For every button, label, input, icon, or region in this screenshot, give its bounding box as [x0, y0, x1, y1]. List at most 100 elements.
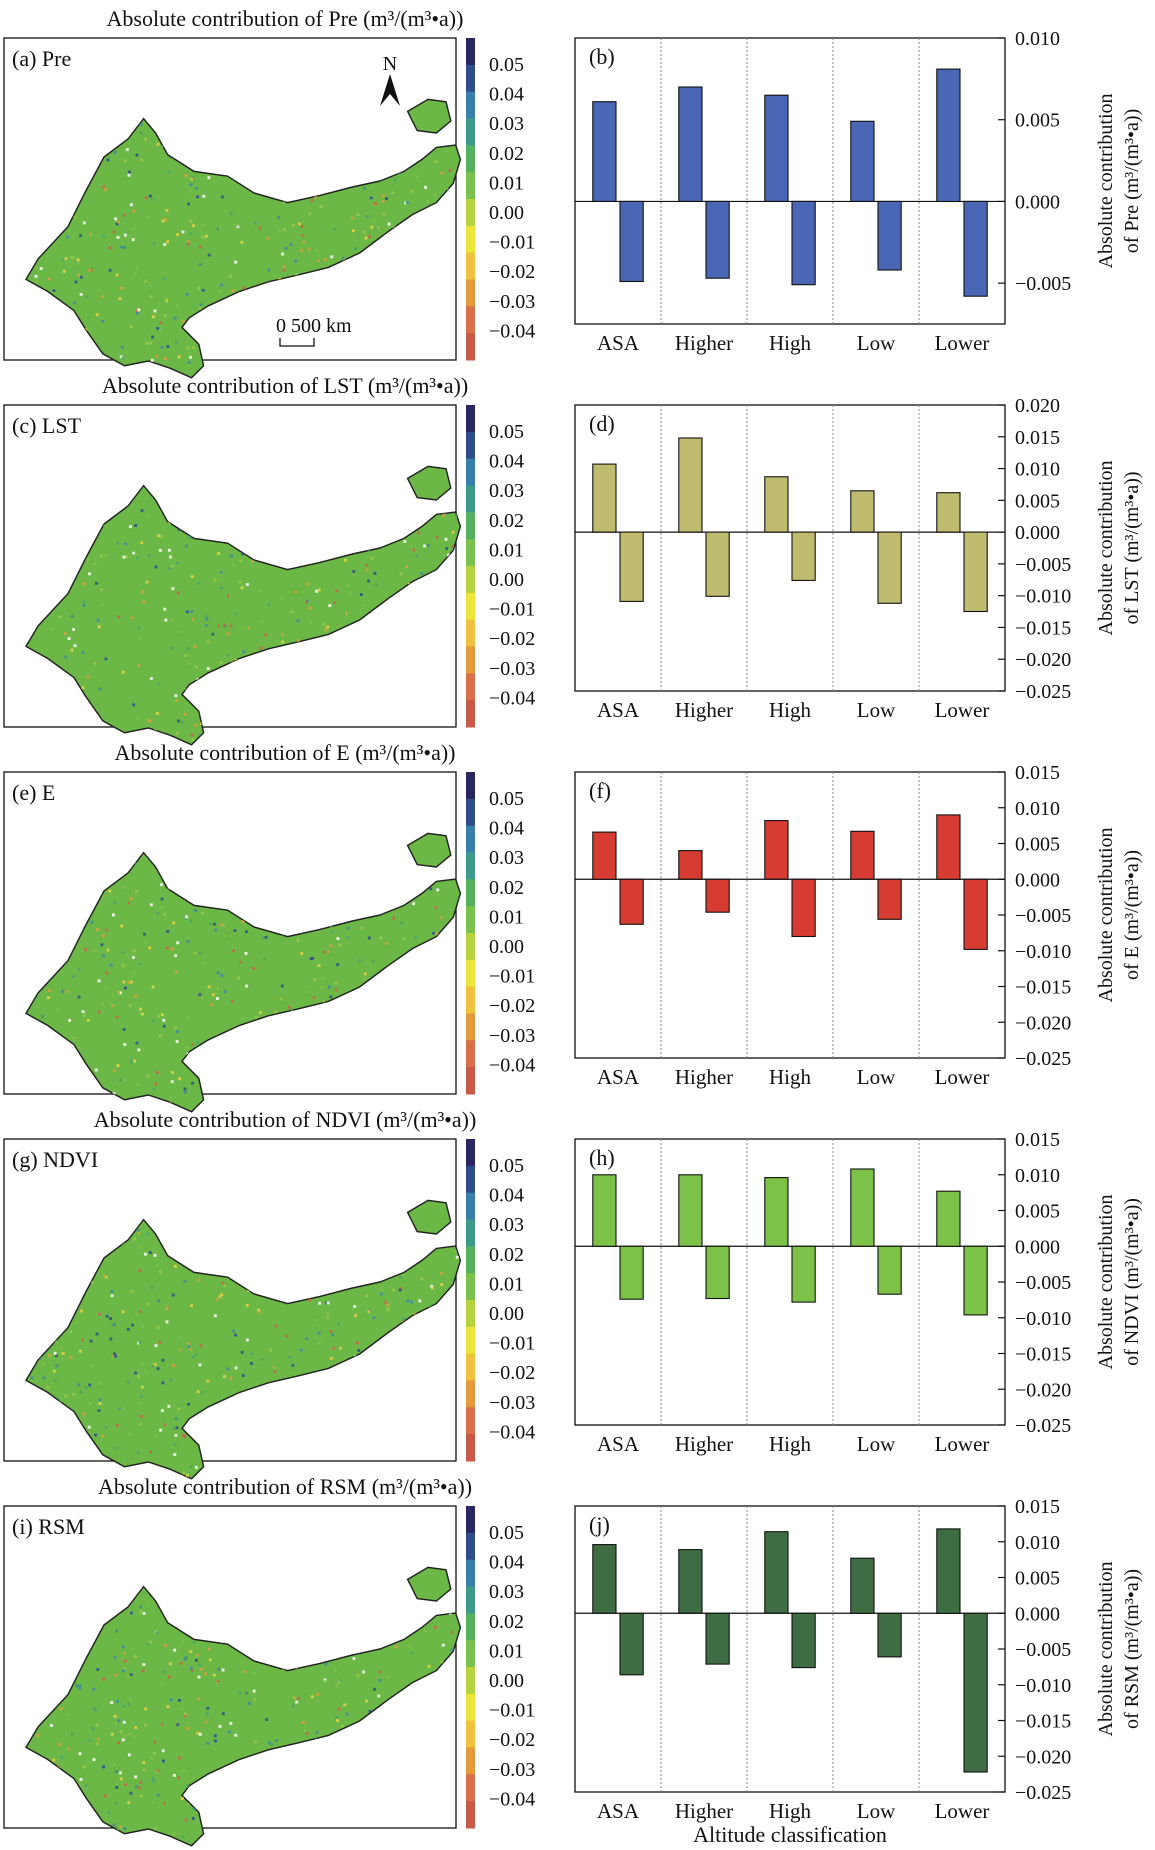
bar-positive	[764, 1531, 789, 1614]
colorbar: 0.05 0.04 0.03 0.02 0.01 0.00 −0.01 −0.02 −0.03 −…	[466, 405, 535, 728]
colorbar-swatch	[466, 1300, 475, 1328]
y-axis-title-line2: of NDVI (m³/(m³•a))	[1121, 1198, 1143, 1366]
y-axis-title-line1: Absolute contribution	[1095, 1562, 1117, 1737]
colorbar-swatch	[466, 592, 475, 621]
bar-negative	[619, 1612, 644, 1676]
colorbar-swatch	[466, 852, 475, 880]
y-tick-label: 0.000	[1015, 869, 1060, 891]
bar-negative	[705, 1612, 730, 1665]
bar-negative	[877, 531, 902, 604]
chart-panel-label: (h)	[589, 1145, 615, 1170]
colorbar-tick-label: −0.01	[489, 966, 535, 988]
map-title: Absolute contribution of LST (m³/(m³•a))	[102, 373, 468, 398]
y-tick-label: 0.010	[1015, 1532, 1060, 1554]
y-tick-label: 0.010	[1015, 28, 1060, 50]
bar-negative	[877, 1612, 902, 1658]
colorbar-tick-label: 0.01	[489, 906, 524, 928]
category-label: Higher	[675, 1065, 733, 1089]
y-tick-label: −0.015	[1015, 1344, 1071, 1366]
north-arrow-icon: N	[380, 53, 400, 106]
y-tick-label: −0.015	[1015, 977, 1071, 999]
region-island	[406, 98, 452, 134]
colorbar-tick-label: −0.02	[489, 1362, 535, 1384]
y-axis-title: Absolute contribution of E (m³/(m³•a))	[1095, 828, 1143, 1003]
colorbar-tick-label: 0.04	[489, 84, 524, 106]
colorbar-tick-label: 0.05	[489, 1155, 524, 1177]
row-5: Absolute contribution of RSM (m³/(m³•a))…	[3, 1474, 1143, 1847]
y-tick-label: 0.005	[1015, 1568, 1060, 1590]
y-tick-label: −0.005	[1015, 554, 1071, 576]
map-panel-label: (e) E	[12, 780, 55, 805]
map-panel-label: (a) Pre	[12, 46, 71, 71]
bar-negative	[619, 1245, 644, 1300]
colorbar-swatch	[466, 959, 475, 988]
colorbar-swatch	[466, 772, 475, 800]
chart-panel-label: (j)	[589, 1512, 610, 1537]
region-shape	[25, 484, 462, 746]
bar-negative	[619, 531, 644, 602]
bar-positive	[936, 492, 961, 533]
bar-positive	[678, 1549, 703, 1614]
map-panel-label: (i) RSM	[12, 1514, 85, 1539]
bar-positive	[592, 101, 617, 202]
colorbar-tick-label: 0.03	[489, 1581, 524, 1603]
colorbar-swatch	[466, 512, 475, 540]
colorbar: 0.05 0.04 0.03 0.02 0.01 0.00 −0.01 −0.02 −0.03 −…	[466, 1506, 535, 1829]
colorbar-swatch	[466, 1693, 475, 1722]
colorbar-tick-label: 0.02	[489, 510, 524, 532]
colorbar-tick-label: −0.03	[489, 1025, 535, 1047]
colorbar-tick-label: −0.02	[489, 261, 535, 283]
y-axis-title: Absolute contribution of LST (m³/(m³•a))	[1095, 461, 1143, 636]
y-tick-label: 0.005	[1015, 490, 1060, 512]
bar-negative	[963, 531, 988, 613]
category-label: ASA	[597, 331, 640, 355]
bar-negative	[877, 200, 902, 271]
bar-negative	[963, 200, 988, 297]
y-axis-title-line2: of RSM (m³/(m³•a))	[1121, 1569, 1143, 1729]
bar-negative	[963, 1245, 988, 1316]
colorbar-swatch	[466, 405, 475, 433]
bar-negative	[619, 200, 644, 283]
colorbar-swatch	[466, 986, 475, 1014]
bar-positive	[850, 830, 875, 880]
colorbar-swatch	[466, 1273, 475, 1301]
y-axis-title: Absolute contribution of RSM (m³/(m³•a))	[1095, 1562, 1143, 1737]
bar-negative	[619, 878, 644, 925]
category-label: Low	[857, 1065, 896, 1089]
y-axis-title: Absolute contribution of Pre (m³/(m³•a))	[1095, 94, 1143, 269]
plot-area	[574, 1505, 1006, 1793]
colorbar-tick-label: 0.03	[489, 113, 524, 135]
y-tick-label: −0.015	[1015, 1711, 1071, 1733]
y-tick-label: −0.025	[1015, 681, 1071, 703]
y-tick-label: −0.020	[1015, 1012, 1071, 1034]
plot-area	[574, 37, 1006, 325]
colorbar-tick-label: 0.04	[489, 1185, 524, 1207]
colorbar-tick-label: 0.05	[489, 421, 524, 443]
bar-positive	[592, 831, 617, 880]
bar-negative	[963, 1612, 988, 1773]
bar-positive	[936, 814, 961, 880]
colorbar-swatch	[466, 1326, 475, 1355]
colorbar-tick-label: −0.04	[489, 1788, 535, 1810]
colorbar-swatch	[466, 252, 475, 280]
colorbar-swatch	[466, 431, 475, 460]
region-shape	[25, 1218, 462, 1480]
colorbar-swatch	[466, 1532, 475, 1561]
y-tick-label: −0.025	[1015, 1782, 1071, 1804]
category-label: Lower	[935, 1799, 990, 1823]
bar-negative	[791, 531, 816, 581]
colorbar-swatch	[466, 539, 475, 567]
colorbar-swatch	[466, 1067, 475, 1095]
y-tick-label: −0.025	[1015, 1048, 1071, 1070]
colorbar-tick-label: 0.03	[489, 480, 524, 502]
y-tick-label: 0.015	[1015, 762, 1060, 784]
colorbar-tick-label: 0.01	[489, 1273, 524, 1295]
chart-panel-label: (b)	[589, 44, 615, 69]
y-tick-label: −0.005	[1015, 1639, 1071, 1661]
chart-panel-label: (f)	[589, 778, 611, 803]
bar-positive	[678, 437, 703, 533]
y-tick-label: 0.000	[1015, 191, 1060, 213]
colorbar-tick-label: 0.00	[489, 1670, 524, 1692]
colorbar-swatch	[466, 1246, 475, 1274]
bar-positive	[764, 476, 789, 533]
